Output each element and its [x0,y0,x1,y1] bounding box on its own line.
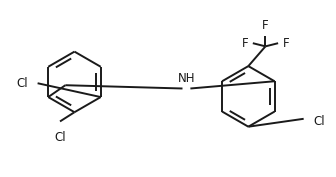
Text: Cl: Cl [54,131,66,144]
Text: NH: NH [178,72,195,85]
Text: F: F [242,37,248,50]
Text: Cl: Cl [313,115,325,128]
Text: F: F [283,37,289,50]
Text: F: F [262,19,269,32]
Text: Cl: Cl [17,77,28,90]
